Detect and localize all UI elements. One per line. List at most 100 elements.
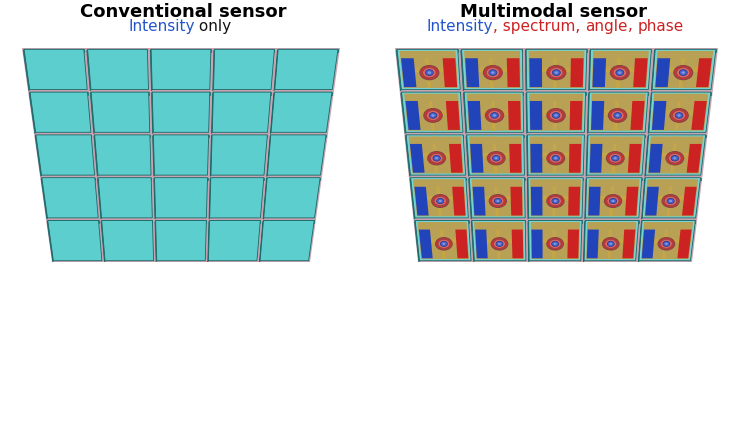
Polygon shape [415, 197, 465, 198]
Polygon shape [213, 49, 274, 89]
Ellipse shape [614, 113, 621, 118]
Ellipse shape [669, 154, 681, 163]
Polygon shape [584, 221, 585, 262]
Polygon shape [656, 71, 711, 72]
Polygon shape [587, 135, 645, 175]
Text: ,: , [628, 18, 638, 34]
Polygon shape [644, 222, 692, 229]
Polygon shape [260, 221, 315, 261]
Polygon shape [494, 179, 497, 216]
Polygon shape [151, 49, 211, 89]
Polygon shape [645, 179, 698, 216]
Polygon shape [467, 114, 521, 115]
Polygon shape [670, 136, 675, 174]
Polygon shape [494, 136, 497, 174]
Polygon shape [98, 178, 152, 218]
Polygon shape [653, 113, 706, 114]
Polygon shape [24, 49, 84, 52]
Polygon shape [585, 221, 639, 223]
Polygon shape [530, 137, 581, 144]
Polygon shape [553, 51, 555, 88]
Polygon shape [631, 101, 645, 130]
Polygon shape [667, 179, 671, 216]
Polygon shape [430, 94, 434, 131]
Polygon shape [591, 114, 645, 115]
Polygon shape [642, 241, 691, 242]
Polygon shape [652, 101, 667, 130]
Ellipse shape [496, 200, 499, 202]
Polygon shape [585, 178, 587, 219]
Polygon shape [434, 136, 438, 174]
Polygon shape [476, 242, 523, 243]
Polygon shape [406, 110, 459, 111]
Text: Conventional sensor: Conventional sensor [80, 3, 286, 21]
Polygon shape [409, 136, 463, 174]
Polygon shape [274, 92, 332, 95]
Polygon shape [675, 94, 680, 131]
Ellipse shape [605, 240, 617, 249]
Polygon shape [401, 92, 460, 95]
Polygon shape [529, 70, 584, 71]
Polygon shape [645, 178, 700, 180]
Ellipse shape [664, 197, 677, 206]
Polygon shape [474, 222, 524, 259]
Polygon shape [211, 178, 264, 180]
Polygon shape [432, 136, 437, 174]
Polygon shape [589, 157, 641, 158]
Polygon shape [614, 94, 617, 131]
Polygon shape [592, 94, 645, 101]
Polygon shape [593, 51, 648, 58]
Polygon shape [209, 221, 260, 223]
Polygon shape [417, 222, 469, 259]
Ellipse shape [674, 65, 693, 80]
Polygon shape [449, 144, 463, 173]
Polygon shape [530, 101, 542, 130]
Polygon shape [623, 229, 635, 258]
Polygon shape [506, 58, 520, 87]
Polygon shape [442, 58, 457, 87]
Polygon shape [415, 196, 465, 197]
Polygon shape [652, 49, 716, 89]
Polygon shape [649, 157, 700, 158]
Polygon shape [589, 136, 642, 174]
Polygon shape [470, 155, 522, 157]
Polygon shape [440, 222, 444, 259]
Ellipse shape [430, 154, 443, 163]
Ellipse shape [671, 155, 678, 161]
Polygon shape [653, 110, 706, 111]
Polygon shape [553, 222, 554, 259]
Polygon shape [278, 49, 338, 52]
Polygon shape [465, 51, 520, 58]
Polygon shape [267, 178, 320, 180]
Polygon shape [592, 69, 648, 70]
Polygon shape [415, 221, 471, 261]
Polygon shape [94, 135, 98, 176]
Polygon shape [472, 179, 523, 216]
Polygon shape [612, 136, 615, 174]
Polygon shape [686, 144, 702, 173]
Polygon shape [465, 70, 520, 71]
Ellipse shape [666, 151, 684, 165]
Polygon shape [529, 58, 542, 87]
Polygon shape [633, 58, 648, 87]
Polygon shape [24, 49, 87, 89]
Polygon shape [425, 51, 429, 88]
Ellipse shape [547, 151, 564, 165]
Polygon shape [529, 94, 584, 131]
Polygon shape [101, 221, 105, 262]
Polygon shape [529, 113, 583, 114]
Polygon shape [555, 51, 557, 88]
Polygon shape [154, 135, 209, 137]
Polygon shape [30, 92, 91, 132]
Polygon shape [212, 92, 271, 132]
Polygon shape [656, 70, 711, 71]
Polygon shape [528, 135, 584, 175]
Polygon shape [531, 187, 542, 215]
Ellipse shape [426, 111, 440, 120]
Polygon shape [465, 71, 520, 72]
Polygon shape [213, 92, 271, 95]
Polygon shape [411, 178, 466, 180]
Polygon shape [401, 69, 456, 70]
Polygon shape [154, 178, 207, 218]
Polygon shape [531, 196, 581, 197]
